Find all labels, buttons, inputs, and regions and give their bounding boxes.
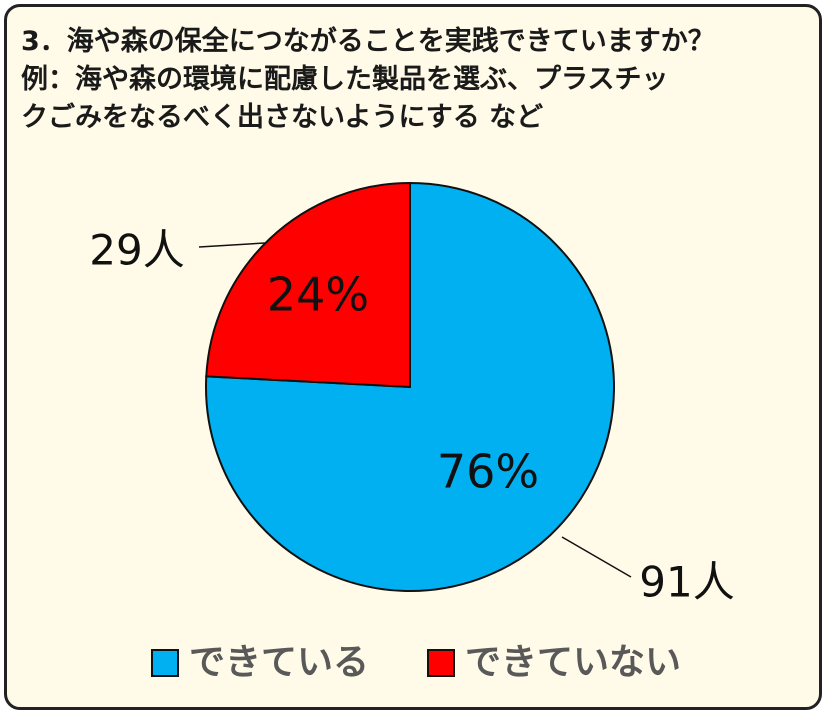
pie-slice-not-done xyxy=(205,181,411,389)
chart-card: 3．海や森の保全につながることを実践できていますか？ 例：海や森の環境に配慮した… xyxy=(4,4,822,710)
leader-line-done xyxy=(561,536,632,578)
question-title-line-1: 3．海や森の保全につながることを実践できていますか？ xyxy=(21,26,715,57)
legend-label-done: できている xyxy=(188,642,369,683)
legend-label-not-done: できていない xyxy=(465,642,682,683)
question-title: 3．海や森の保全につながることを実践できていますか？ 例：海や森の環境に配慮した… xyxy=(21,23,811,137)
legend-swatch-done xyxy=(150,649,179,677)
question-title-line-3: クごみをなるべく出さないようにする など xyxy=(21,102,544,133)
legend-item-not-done: できていない xyxy=(427,641,681,685)
legend-item-done: できている xyxy=(150,641,369,685)
count-label-done: 91人 xyxy=(639,558,734,607)
pie-chart: 76% 91人 24% 29人 xyxy=(89,181,735,607)
leader-line-not-done xyxy=(198,242,266,248)
chart-legend: できている できていない xyxy=(7,641,819,685)
question-title-line-2: 例：海や森の環境に配慮した製品を選ぶ、プラスチッ xyxy=(21,64,669,95)
percent-label-not-done: 24% xyxy=(267,268,369,322)
percent-label-done: 76% xyxy=(437,445,539,499)
count-label-not-done: 29人 xyxy=(89,226,184,275)
legend-swatch-not-done xyxy=(427,649,455,677)
